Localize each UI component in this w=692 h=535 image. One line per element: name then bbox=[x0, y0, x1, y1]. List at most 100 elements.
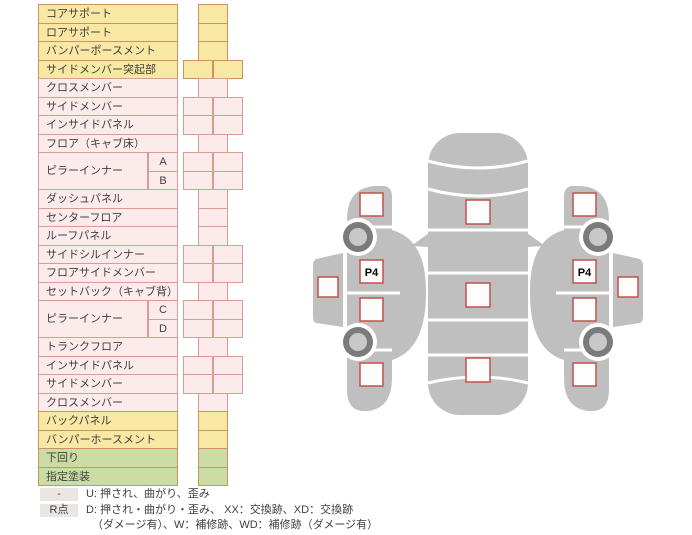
damage-cell[interactable] bbox=[198, 189, 228, 209]
damage-cell[interactable] bbox=[198, 226, 228, 246]
legend-badge-dash: - bbox=[40, 488, 78, 501]
legend-row-r: R点 D: 押され・曲がり・歪み、 XX：交換跡、XD：交換跡 （ダメージ有）、… bbox=[40, 503, 378, 533]
damage-marker[interactable] bbox=[572, 192, 597, 217]
left-mirror bbox=[411, 233, 429, 247]
part-row-label: ピラーインナー bbox=[38, 300, 148, 338]
p4-label: P4 bbox=[365, 267, 379, 279]
damage-marker[interactable] bbox=[465, 282, 491, 308]
damage-marker[interactable] bbox=[572, 297, 597, 322]
right-front-wheel bbox=[579, 218, 617, 256]
damage-cell[interactable] bbox=[213, 97, 243, 116]
damage-cell[interactable] bbox=[183, 319, 213, 338]
part-row-label: セットバック（キャブ背） bbox=[38, 282, 178, 301]
legend-text-d: D: 押され・曲がり・歪み、 XX：交換跡、XD：交換跡 bbox=[86, 504, 354, 516]
part-row-label: サイドシルインナー bbox=[38, 245, 178, 264]
damage-cell[interactable] bbox=[183, 171, 213, 190]
damage-cell[interactable] bbox=[213, 263, 243, 283]
part-sub-label: A bbox=[148, 152, 178, 172]
damage-marker-p4[interactable] bbox=[572, 259, 597, 284]
damage-cell[interactable] bbox=[198, 448, 228, 468]
left-rear-wheel bbox=[339, 323, 377, 361]
part-row-label: バンパーホースメント bbox=[38, 430, 178, 449]
damage-cell[interactable] bbox=[213, 171, 243, 190]
damage-cell[interactable] bbox=[198, 430, 228, 449]
damage-cell[interactable] bbox=[183, 245, 213, 264]
damage-cell[interactable] bbox=[183, 356, 213, 375]
damage-cell[interactable] bbox=[198, 134, 228, 153]
legend-text-u: U: 押され、曲がり、歪み bbox=[86, 488, 210, 500]
part-row-label: ピラーインナー bbox=[38, 152, 148, 190]
right-rear-wheel bbox=[579, 323, 617, 361]
legend: - U: 押され、曲がり、歪み R点 D: 押され・曲がり・歪み、 XX：交換跡… bbox=[40, 487, 378, 534]
damage-cell[interactable] bbox=[198, 23, 228, 42]
part-sub-label: C bbox=[148, 300, 178, 320]
damage-cell[interactable] bbox=[198, 282, 228, 301]
damage-cell[interactable] bbox=[198, 411, 228, 431]
damage-marker[interactable] bbox=[465, 199, 491, 225]
part-row-label: インサイドパネル bbox=[38, 115, 178, 135]
damage-marker[interactable] bbox=[359, 362, 384, 387]
left-side-view: P4 bbox=[313, 186, 426, 412]
damage-cell[interactable] bbox=[213, 152, 243, 172]
damage-cell[interactable] bbox=[213, 374, 243, 394]
part-row-label: フロアサイドメンバー bbox=[38, 263, 178, 283]
part-row-label: コアサポート bbox=[38, 4, 178, 24]
top-view bbox=[411, 133, 545, 415]
damage-marker[interactable] bbox=[617, 276, 639, 298]
p4-label: P4 bbox=[578, 267, 592, 279]
damage-cell[interactable] bbox=[213, 319, 243, 338]
part-sub-label: D bbox=[148, 319, 178, 338]
damage-cell[interactable] bbox=[213, 356, 243, 375]
damage-cell[interactable] bbox=[183, 300, 213, 320]
damage-cell[interactable] bbox=[183, 152, 213, 172]
damage-cell[interactable] bbox=[198, 337, 228, 357]
part-sub-label: B bbox=[148, 171, 178, 190]
part-row-label: クロスメンバー bbox=[38, 78, 178, 98]
right-mirror bbox=[527, 233, 545, 247]
part-row-label: クロスメンバー bbox=[38, 393, 178, 412]
right-side-view: P4 bbox=[530, 186, 643, 412]
damage-cell[interactable] bbox=[198, 467, 228, 486]
damage-cell[interactable] bbox=[183, 97, 213, 116]
damage-cell[interactable] bbox=[213, 60, 243, 79]
vehicle-diagram: P4 P4 bbox=[313, 133, 643, 415]
legend-row-u: - U: 押され、曲がり、歪み bbox=[40, 487, 378, 502]
part-row-label: ロアサポート bbox=[38, 23, 178, 42]
legend-text-d2: （ダメージ有）、W：補修跡、WD：補修跡（ダメージ有） bbox=[92, 519, 379, 531]
damage-cell[interactable] bbox=[213, 115, 243, 135]
damage-cell[interactable] bbox=[198, 78, 228, 98]
part-row-label: サイドメンバー bbox=[38, 97, 178, 116]
damage-marker[interactable] bbox=[572, 362, 597, 387]
damage-cell[interactable] bbox=[198, 4, 228, 24]
part-row-label: ルーフパネル bbox=[38, 226, 178, 246]
part-row-label: バックパネル bbox=[38, 411, 178, 431]
part-row-label: 指定塗装 bbox=[38, 467, 178, 486]
part-row-label: センターフロア bbox=[38, 208, 178, 227]
part-row-label: ダッシュパネル bbox=[38, 189, 178, 209]
parts-damage-table: コアサポート ロアサポート バンパーポースメント サイドメンバー突起部 クロスメンバーサ… bbox=[38, 4, 244, 487]
hood-line bbox=[427, 187, 529, 198]
part-row-label: インサイドパネル bbox=[38, 356, 178, 375]
damage-cell[interactable] bbox=[198, 41, 228, 61]
damage-cell[interactable] bbox=[213, 245, 243, 264]
part-row-label: トランクフロア bbox=[38, 337, 178, 357]
damage-marker[interactable] bbox=[359, 297, 384, 322]
damage-cell[interactable] bbox=[198, 393, 228, 412]
part-row-label: バンパーポースメント bbox=[38, 41, 178, 61]
part-row-label: サイドメンバー bbox=[38, 374, 178, 394]
damage-cell[interactable] bbox=[183, 60, 213, 79]
damage-marker-p4[interactable] bbox=[359, 259, 384, 284]
damage-marker[interactable] bbox=[359, 192, 384, 217]
damage-marker[interactable] bbox=[465, 357, 491, 383]
damage-cell[interactable] bbox=[183, 263, 213, 283]
left-front-wheel bbox=[339, 218, 377, 256]
part-row-label: 下回り bbox=[38, 448, 178, 468]
damage-cell[interactable] bbox=[183, 115, 213, 135]
damage-cell[interactable] bbox=[213, 300, 243, 320]
part-row-label: フロア（キャブ床） bbox=[38, 134, 178, 153]
damage-marker[interactable] bbox=[317, 276, 339, 298]
legend-badge-rpoint: R点 bbox=[40, 504, 78, 517]
damage-cell[interactable] bbox=[198, 208, 228, 227]
damage-cell[interactable] bbox=[183, 374, 213, 394]
